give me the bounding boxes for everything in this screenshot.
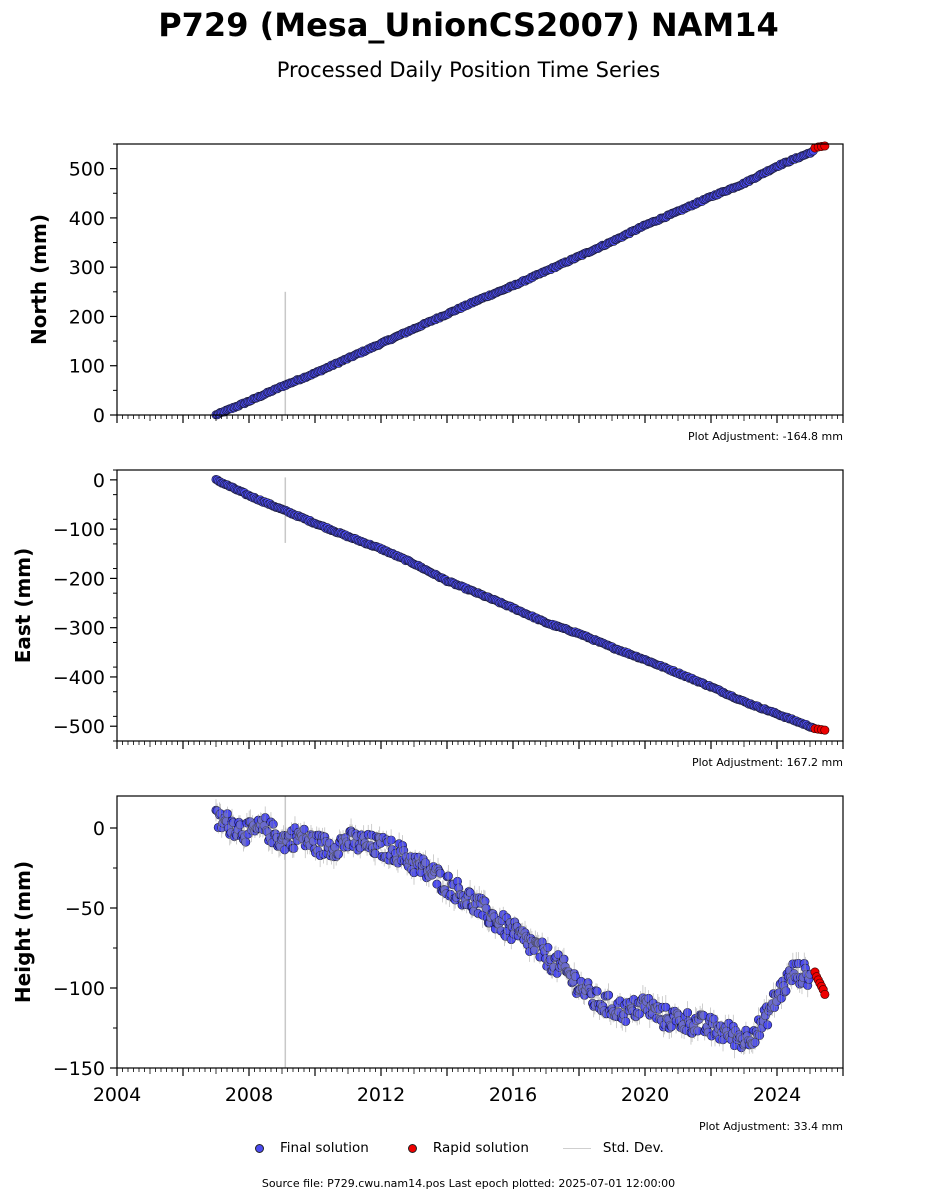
y-tick-label: 300	[69, 257, 105, 279]
y-axis-label: North (mm)	[27, 214, 51, 345]
y-tick-label: −500	[53, 716, 105, 738]
y-tick-label: −200	[53, 568, 105, 590]
legend-std: Std. Dev.	[562, 1140, 664, 1156]
legend: Final solution Rapid solution Std. Dev.	[250, 1138, 698, 1158]
y-tick-label: −150	[53, 1058, 105, 1080]
plot-adjustment-label: Plot Adjustment: -164.8 mm	[688, 430, 843, 443]
final-solution-points	[211, 474, 818, 733]
plot-adjustment-label: Plot Adjustment: 167.2 mm	[692, 756, 843, 769]
rapid-solution-points	[810, 967, 830, 999]
rapid-solution-point	[820, 989, 830, 999]
legend-std-label: Std. Dev.	[602, 1140, 664, 1156]
chart-title: P729 (Mesa_UnionCS2007) NAM14	[158, 6, 779, 44]
y-tick-label: 0	[93, 470, 105, 492]
x-tick-label: 2020	[621, 1084, 669, 1106]
y-tick-label: 0	[93, 405, 105, 427]
legend-rapid-label: Rapid solution	[432, 1140, 529, 1156]
y-tick-label: 400	[69, 208, 105, 230]
std-dev-line-icon	[562, 1147, 591, 1149]
panel-north: 0 100 200 300 400 500 North (mm) Plot Adjustmen…	[27, 141, 844, 443]
y-tick-label: −100	[53, 519, 105, 541]
x-tick-label: 2024	[753, 1084, 801, 1106]
legend-rapid: Rapid solution	[403, 1140, 529, 1156]
legend-final-label: Final solution	[280, 1140, 369, 1156]
final-solution-marker-icon	[255, 1143, 264, 1153]
legend-final: Final solution	[250, 1140, 369, 1156]
footer-source: Source file: P729.cwu.nam14.pos Last epo…	[261, 1177, 676, 1190]
y-tick-label: −50	[65, 898, 105, 920]
y-tick-label: 500	[69, 159, 105, 181]
y-tick-label: 100	[69, 356, 105, 378]
plot-adjustment-label: Plot Adjustment: 33.4 mm	[699, 1120, 843, 1133]
x-tick-label: 2004	[93, 1084, 141, 1106]
rapid-solution-points	[810, 141, 830, 153]
chart-subtitle: Processed Daily Position Time Series	[276, 58, 661, 82]
panel-east: 0 −100 −200 −300 −400 −500 East (mm) Plot Adjus…	[11, 469, 844, 769]
y-tick-label: −400	[53, 667, 105, 689]
final-solution-points	[211, 146, 818, 420]
x-tick-label: 2016	[489, 1084, 537, 1106]
y-tick-label: −300	[53, 618, 105, 640]
x-tick-label: 2008	[225, 1084, 273, 1106]
rapid-solution-point	[820, 141, 830, 151]
rapid-solution-marker-icon	[407, 1143, 417, 1153]
y-tick-label: 200	[69, 306, 105, 328]
y-tick-label: −100	[53, 978, 105, 1000]
panel-height: 0 −50 −100 −150 2004 2008 2012 2016 2020 2024 Heig…	[11, 795, 844, 1133]
rapid-solution-point	[820, 725, 830, 735]
y-tick-label: 0	[93, 818, 105, 840]
std-dev-bars	[215, 799, 811, 1059]
rapid-solution-points	[810, 724, 830, 735]
x-tick-label: 2012	[357, 1084, 405, 1106]
y-axis-label: Height (mm)	[11, 861, 35, 1003]
y-axis-label: East (mm)	[11, 548, 35, 664]
